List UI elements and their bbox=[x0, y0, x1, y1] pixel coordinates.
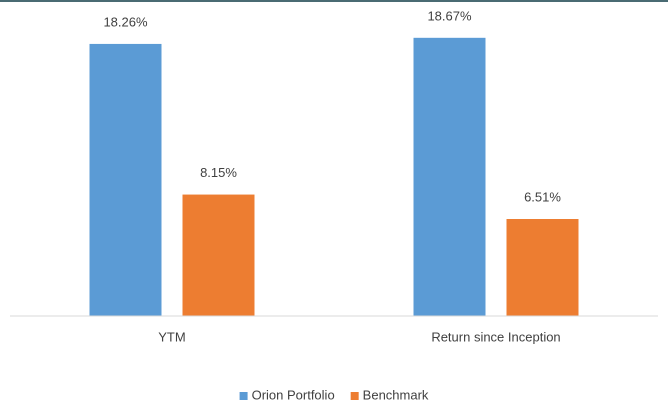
bar bbox=[89, 43, 162, 317]
bar bbox=[506, 219, 579, 316]
bar bbox=[413, 37, 486, 316]
data-label: 18.67% bbox=[427, 8, 472, 23]
x-tick-label: YTM bbox=[158, 329, 185, 344]
bar bbox=[182, 194, 255, 316]
data-label: 8.15% bbox=[200, 165, 237, 180]
data-label: 6.51% bbox=[524, 189, 561, 204]
x-tick-label: Return since Inception bbox=[431, 329, 560, 344]
legend: Orion Portfolio Benchmark bbox=[239, 387, 429, 402]
legend-label: Orion Portfolio bbox=[252, 387, 335, 402]
data-label: 18.26% bbox=[103, 14, 148, 29]
legend-swatch bbox=[350, 392, 359, 400]
legend-label: Benchmark bbox=[363, 387, 429, 402]
legend-swatch bbox=[239, 392, 248, 400]
